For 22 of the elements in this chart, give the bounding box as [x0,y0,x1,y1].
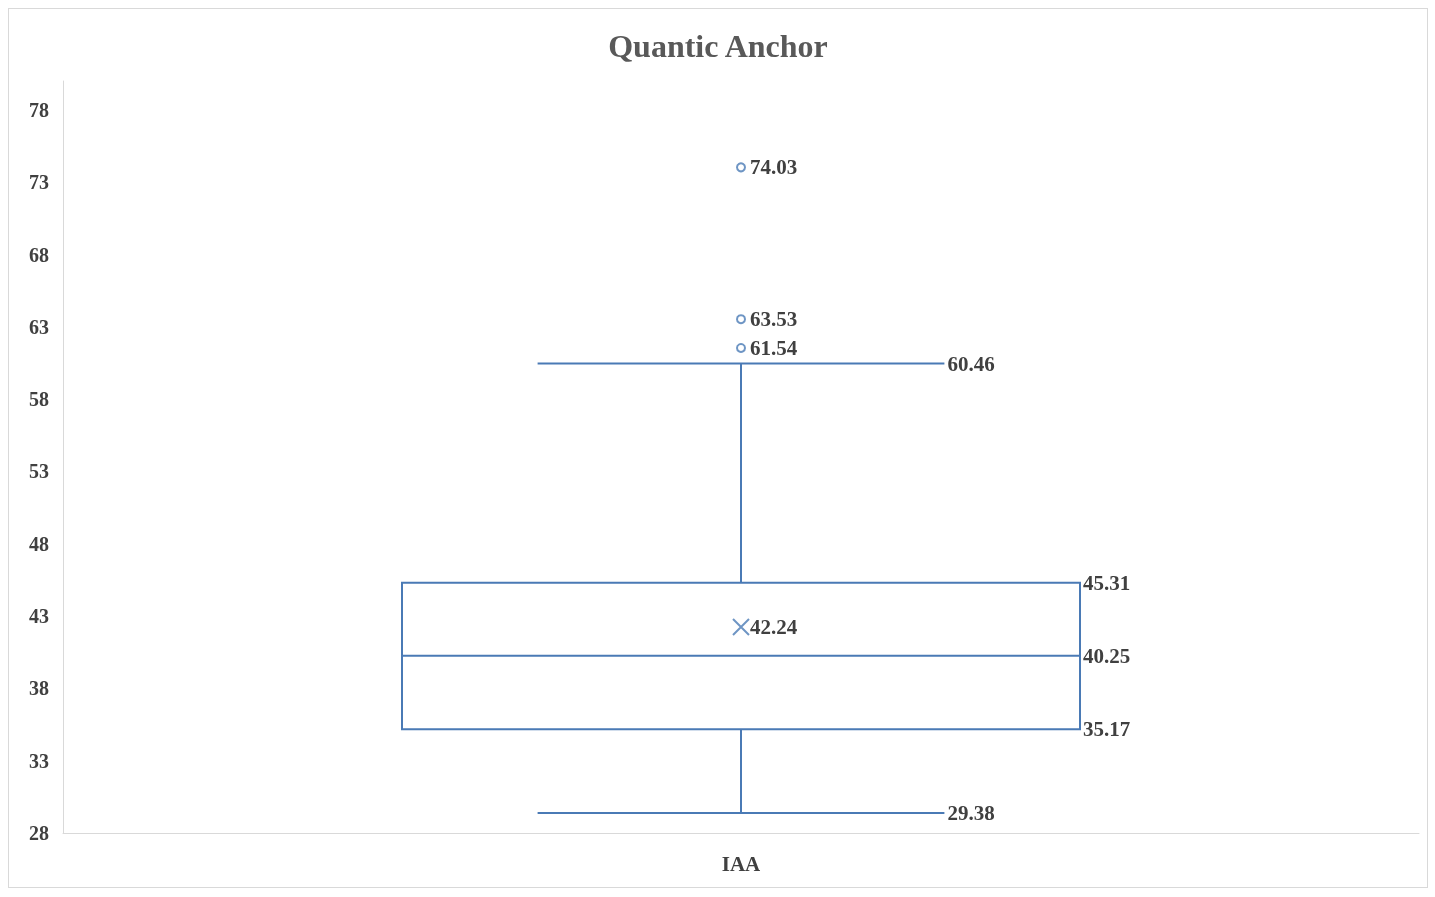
annotation: 61.54 [750,335,798,360]
y-tick-label: 33 [29,749,49,772]
annotation: 35.17 [1083,717,1131,742]
y-tick-label: 53 [29,460,49,483]
annotation: 45.31 [1083,570,1131,595]
y-tick-label: 63 [29,315,49,338]
annotation: 29.38 [947,801,995,826]
y-tick-label: 43 [29,605,49,628]
y-tick-label: 73 [29,171,49,194]
annotation: 63.53 [750,307,798,332]
y-tick-label: 78 [29,98,49,121]
y-tick-label: 68 [29,243,49,266]
x-tick-label: IAA [721,851,762,876]
annotation: 42.24 [750,615,798,640]
annotation: 60.46 [947,351,995,376]
chart-title: Quantic Anchor [608,28,828,64]
y-tick-label: 58 [29,388,49,411]
y-tick-label: 38 [29,677,49,700]
y-tick-label: 28 [29,822,49,844]
y-tick-label: 48 [29,532,49,555]
annotation: 74.03 [750,155,798,180]
annotation: 40.25 [1083,643,1131,668]
